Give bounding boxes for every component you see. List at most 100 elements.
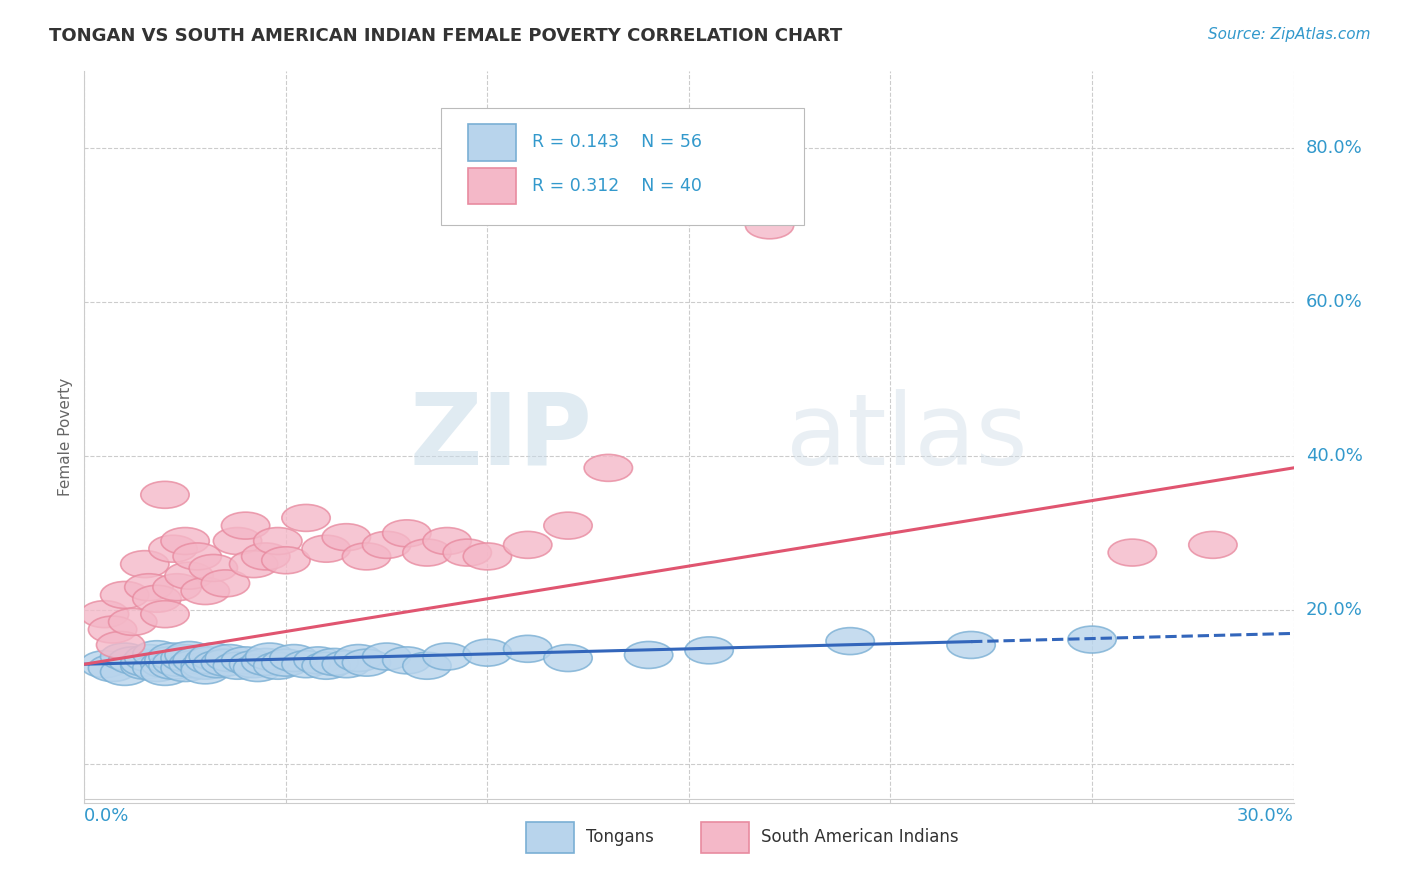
Ellipse shape — [121, 550, 169, 578]
FancyBboxPatch shape — [441, 108, 804, 225]
Ellipse shape — [242, 648, 290, 675]
Ellipse shape — [322, 651, 371, 678]
Text: South American Indians: South American Indians — [762, 828, 959, 847]
Ellipse shape — [89, 655, 136, 681]
Ellipse shape — [141, 600, 190, 628]
Ellipse shape — [169, 651, 218, 678]
Ellipse shape — [89, 616, 136, 643]
Ellipse shape — [825, 628, 875, 655]
Ellipse shape — [745, 212, 794, 239]
Ellipse shape — [145, 647, 193, 673]
Ellipse shape — [281, 651, 330, 678]
Ellipse shape — [141, 482, 190, 508]
Ellipse shape — [342, 649, 391, 676]
FancyBboxPatch shape — [468, 124, 516, 161]
Ellipse shape — [242, 543, 290, 570]
Text: Source: ZipAtlas.com: Source: ZipAtlas.com — [1208, 27, 1371, 42]
FancyBboxPatch shape — [468, 168, 516, 204]
Ellipse shape — [335, 645, 382, 672]
Ellipse shape — [221, 512, 270, 539]
Ellipse shape — [311, 648, 359, 675]
Ellipse shape — [233, 655, 281, 681]
Text: 30.0%: 30.0% — [1237, 806, 1294, 824]
Text: Tongans: Tongans — [586, 828, 654, 847]
Ellipse shape — [186, 647, 233, 673]
Ellipse shape — [443, 539, 492, 566]
Text: 20.0%: 20.0% — [1306, 601, 1362, 619]
Ellipse shape — [153, 574, 201, 600]
Ellipse shape — [1067, 626, 1116, 653]
Ellipse shape — [544, 645, 592, 672]
Ellipse shape — [201, 570, 250, 597]
Ellipse shape — [160, 645, 209, 672]
Ellipse shape — [121, 652, 169, 679]
Ellipse shape — [190, 555, 238, 582]
Ellipse shape — [108, 647, 157, 673]
Ellipse shape — [97, 632, 145, 658]
Ellipse shape — [181, 578, 229, 605]
Ellipse shape — [193, 651, 242, 678]
Ellipse shape — [214, 652, 262, 679]
Text: 80.0%: 80.0% — [1306, 139, 1362, 157]
Ellipse shape — [363, 643, 411, 670]
Ellipse shape — [503, 635, 553, 662]
Ellipse shape — [160, 527, 209, 555]
Ellipse shape — [270, 645, 318, 672]
Ellipse shape — [125, 574, 173, 600]
Ellipse shape — [503, 532, 553, 558]
Text: TONGAN VS SOUTH AMERICAN INDIAN FEMALE POVERTY CORRELATION CHART: TONGAN VS SOUTH AMERICAN INDIAN FEMALE P… — [49, 27, 842, 45]
Ellipse shape — [100, 658, 149, 685]
Ellipse shape — [181, 652, 229, 679]
Ellipse shape — [149, 652, 197, 679]
Ellipse shape — [463, 543, 512, 570]
Ellipse shape — [205, 645, 253, 672]
Ellipse shape — [121, 649, 169, 676]
Ellipse shape — [253, 527, 302, 555]
Ellipse shape — [302, 535, 350, 562]
Ellipse shape — [173, 647, 221, 673]
Ellipse shape — [160, 655, 209, 681]
Ellipse shape — [165, 562, 214, 589]
Ellipse shape — [221, 647, 270, 673]
Ellipse shape — [201, 649, 250, 676]
Ellipse shape — [181, 657, 229, 684]
Text: R = 0.312    N = 40: R = 0.312 N = 40 — [531, 178, 702, 195]
Ellipse shape — [685, 637, 734, 664]
FancyBboxPatch shape — [526, 822, 574, 853]
Ellipse shape — [190, 643, 238, 670]
Ellipse shape — [149, 643, 197, 670]
Text: 40.0%: 40.0% — [1306, 447, 1362, 466]
Ellipse shape — [229, 651, 278, 678]
Ellipse shape — [1188, 532, 1237, 558]
Ellipse shape — [108, 608, 157, 635]
Ellipse shape — [100, 582, 149, 608]
Text: atlas: atlas — [786, 389, 1028, 485]
Ellipse shape — [624, 641, 673, 668]
Ellipse shape — [253, 652, 302, 679]
Ellipse shape — [544, 512, 592, 539]
Ellipse shape — [463, 640, 512, 666]
Text: 0.0%: 0.0% — [84, 806, 129, 824]
Ellipse shape — [125, 645, 173, 672]
Ellipse shape — [423, 643, 471, 670]
Y-axis label: Female Poverty: Female Poverty — [58, 378, 73, 496]
Ellipse shape — [132, 585, 181, 612]
Ellipse shape — [165, 641, 214, 668]
Ellipse shape — [302, 652, 350, 679]
Ellipse shape — [100, 643, 149, 670]
Ellipse shape — [173, 543, 221, 570]
Ellipse shape — [1108, 539, 1157, 566]
Text: R = 0.143    N = 56: R = 0.143 N = 56 — [531, 133, 702, 152]
Ellipse shape — [214, 527, 262, 555]
Ellipse shape — [363, 532, 411, 558]
Ellipse shape — [149, 535, 197, 562]
Ellipse shape — [946, 632, 995, 658]
Ellipse shape — [246, 643, 294, 670]
Ellipse shape — [229, 550, 278, 578]
Text: 60.0%: 60.0% — [1306, 293, 1362, 311]
Ellipse shape — [423, 527, 471, 555]
Ellipse shape — [402, 539, 451, 566]
Ellipse shape — [294, 647, 342, 673]
Ellipse shape — [80, 600, 129, 628]
Ellipse shape — [132, 655, 181, 681]
